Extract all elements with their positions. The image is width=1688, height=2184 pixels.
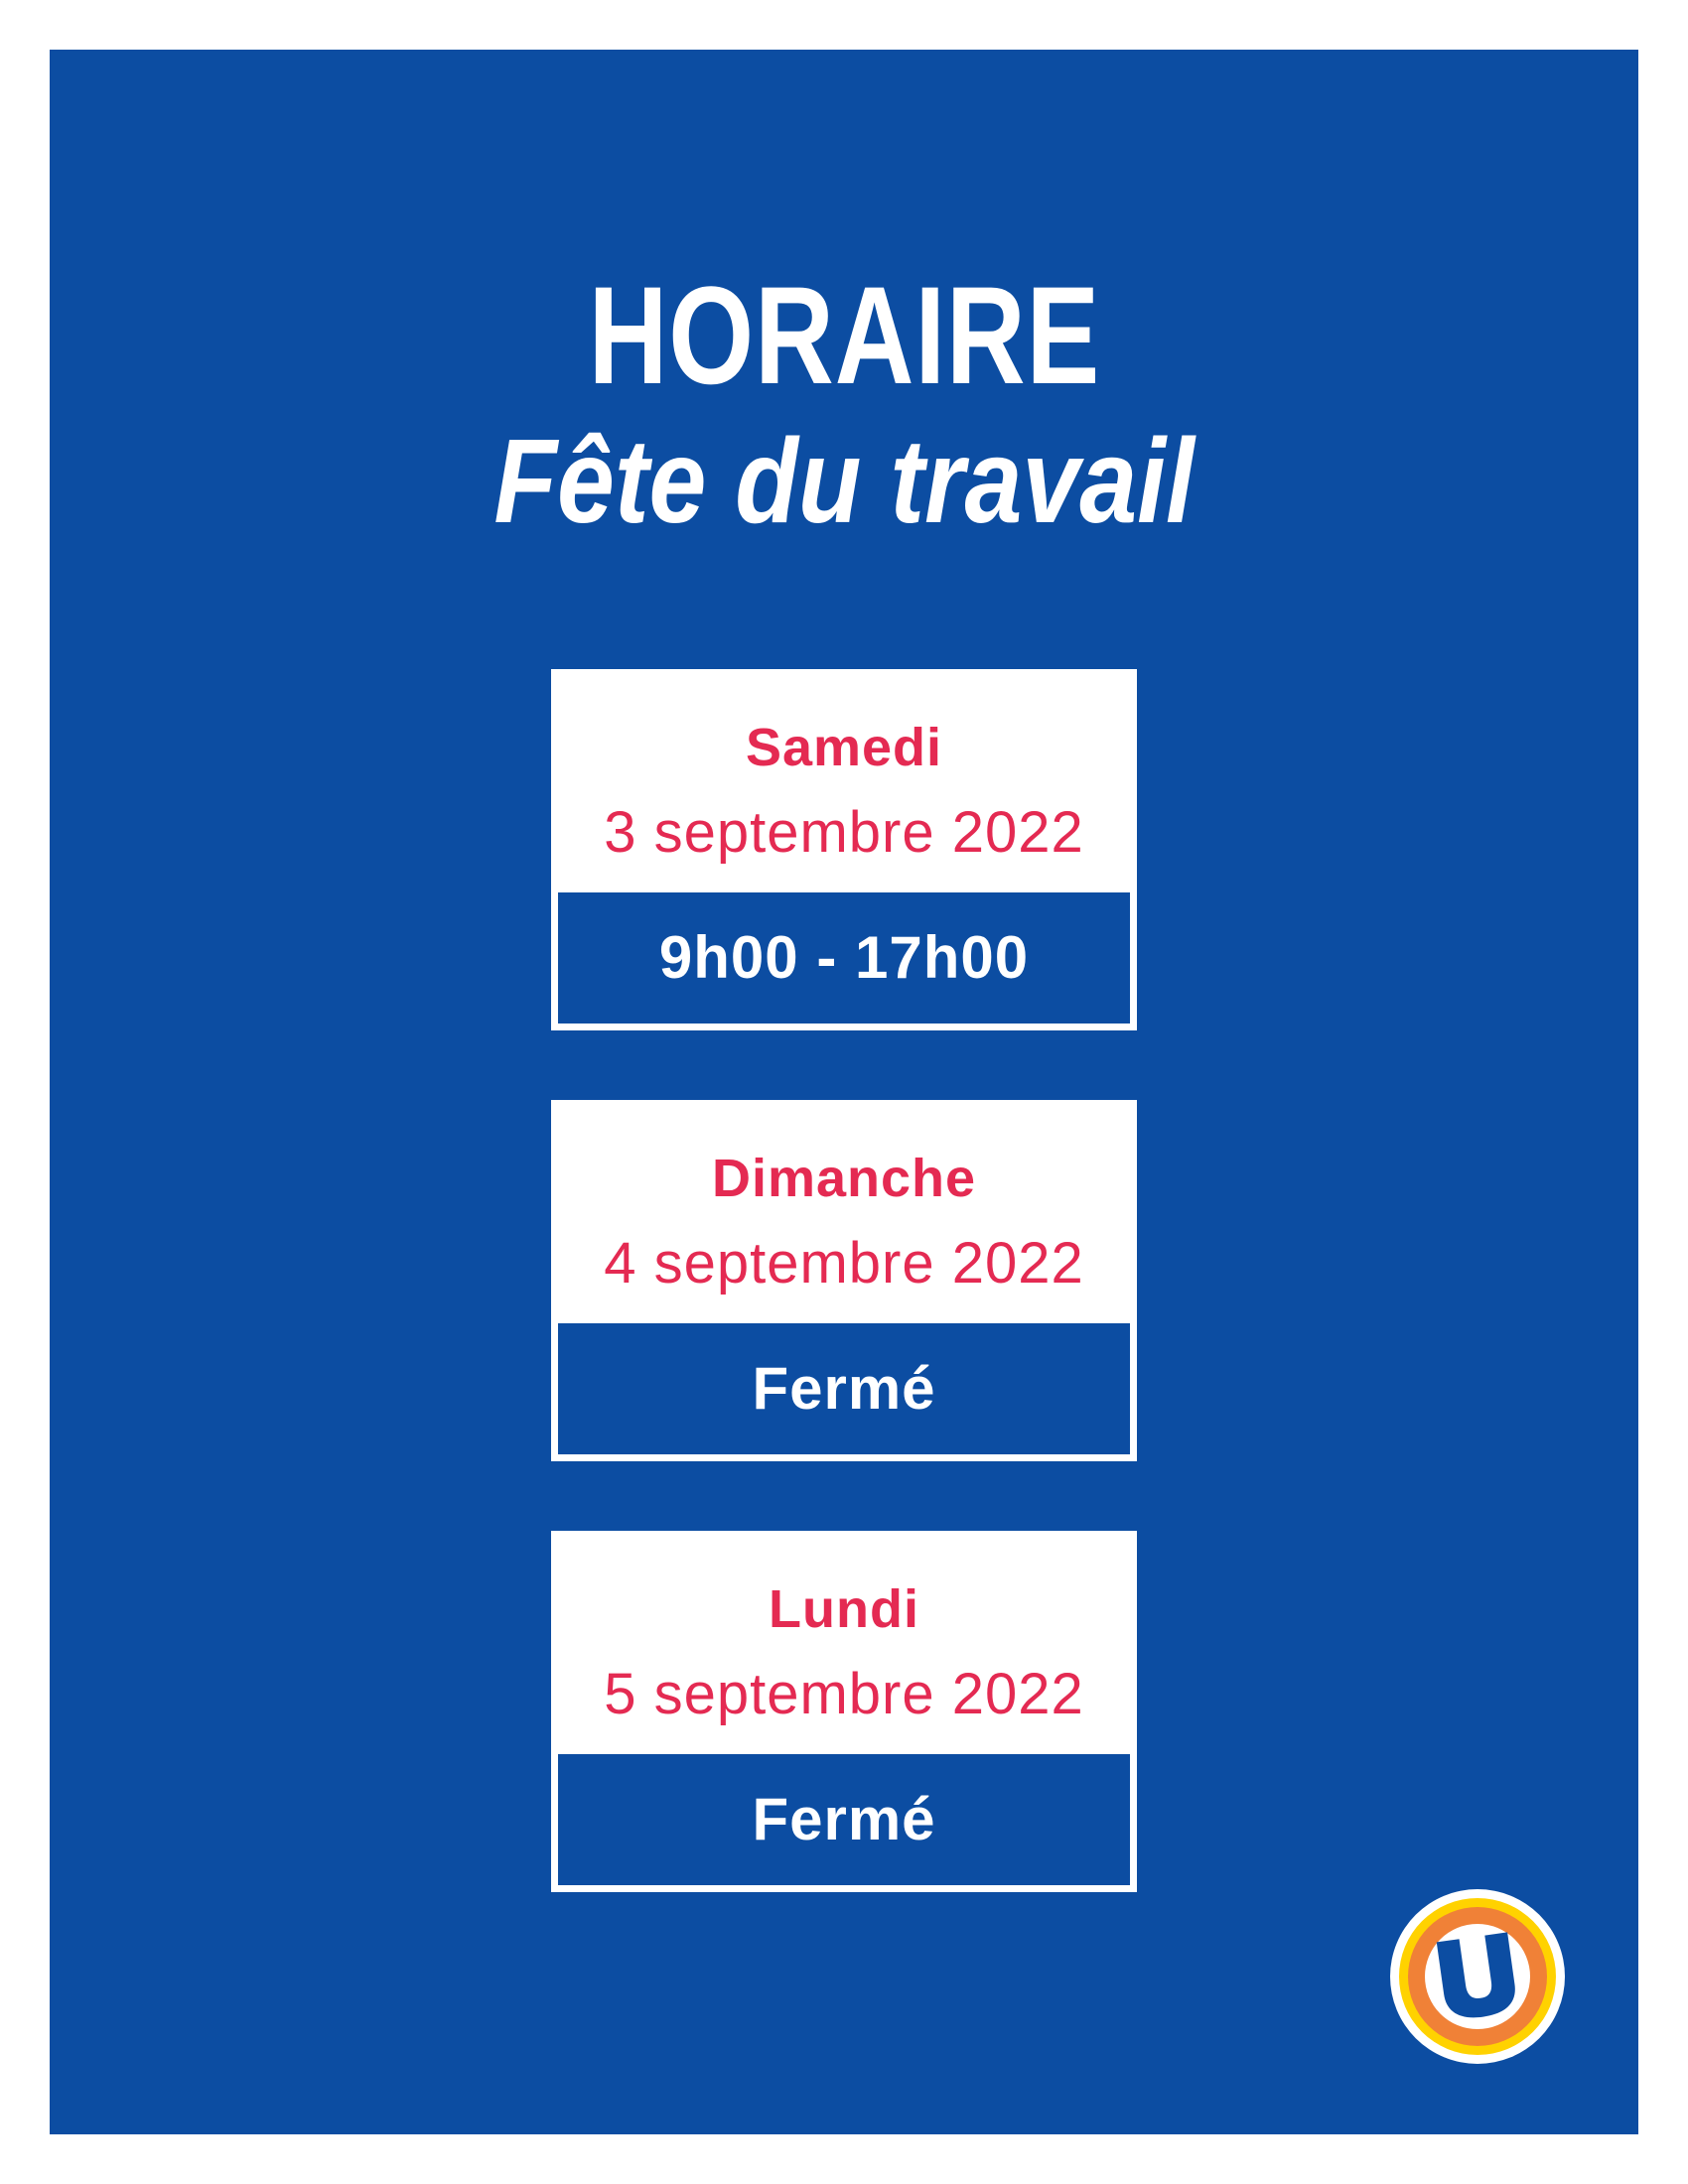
hours-strip: Fermé — [558, 1323, 1130, 1454]
page-subtitle: Fête du travail — [50, 413, 1638, 548]
hours-strip: Fermé — [558, 1754, 1130, 1885]
hours-label: 9h00 - 17h00 — [658, 924, 1030, 991]
hours-label: Fermé — [752, 1355, 936, 1422]
date-label: 5 septembre 2022 — [604, 1662, 1084, 1726]
schedule-card-saturday: Samedi 3 septembre 2022 9h00 - 17h00 — [551, 669, 1137, 1030]
page-title-text: HORAIRE — [588, 257, 1100, 413]
card-header: Samedi 3 septembre 2022 — [558, 669, 1130, 892]
day-label: Lundi — [769, 1579, 919, 1639]
schedule-card-sunday: Dimanche 4 septembre 2022 Fermé — [551, 1100, 1137, 1461]
u-brand-logo-icon — [1390, 1889, 1565, 2064]
date-label: 3 septembre 2022 — [604, 800, 1084, 865]
hours-label: Fermé — [752, 1786, 936, 1852]
card-header: Lundi 5 septembre 2022 — [558, 1531, 1130, 1754]
day-label: Dimanche — [711, 1149, 977, 1208]
hours-strip: 9h00 - 17h00 — [558, 892, 1130, 1024]
schedule-card-list: Samedi 3 septembre 2022 9h00 - 17h00 Dim… — [551, 669, 1137, 1892]
date-label: 4 septembre 2022 — [604, 1231, 1084, 1296]
card-header: Dimanche 4 septembre 2022 — [558, 1100, 1130, 1323]
schedule-card-monday: Lundi 5 septembre 2022 Fermé — [551, 1531, 1137, 1892]
page-title: HORAIRE — [50, 266, 1638, 405]
logo-letter-u-glyph — [1436, 1932, 1515, 2018]
day-label: Samedi — [745, 718, 943, 777]
blue-background-panel: HORAIRE Fête du travail Samedi 3 septemb… — [50, 50, 1638, 2134]
page-subtitle-text: Fête du travail — [493, 413, 1195, 548]
